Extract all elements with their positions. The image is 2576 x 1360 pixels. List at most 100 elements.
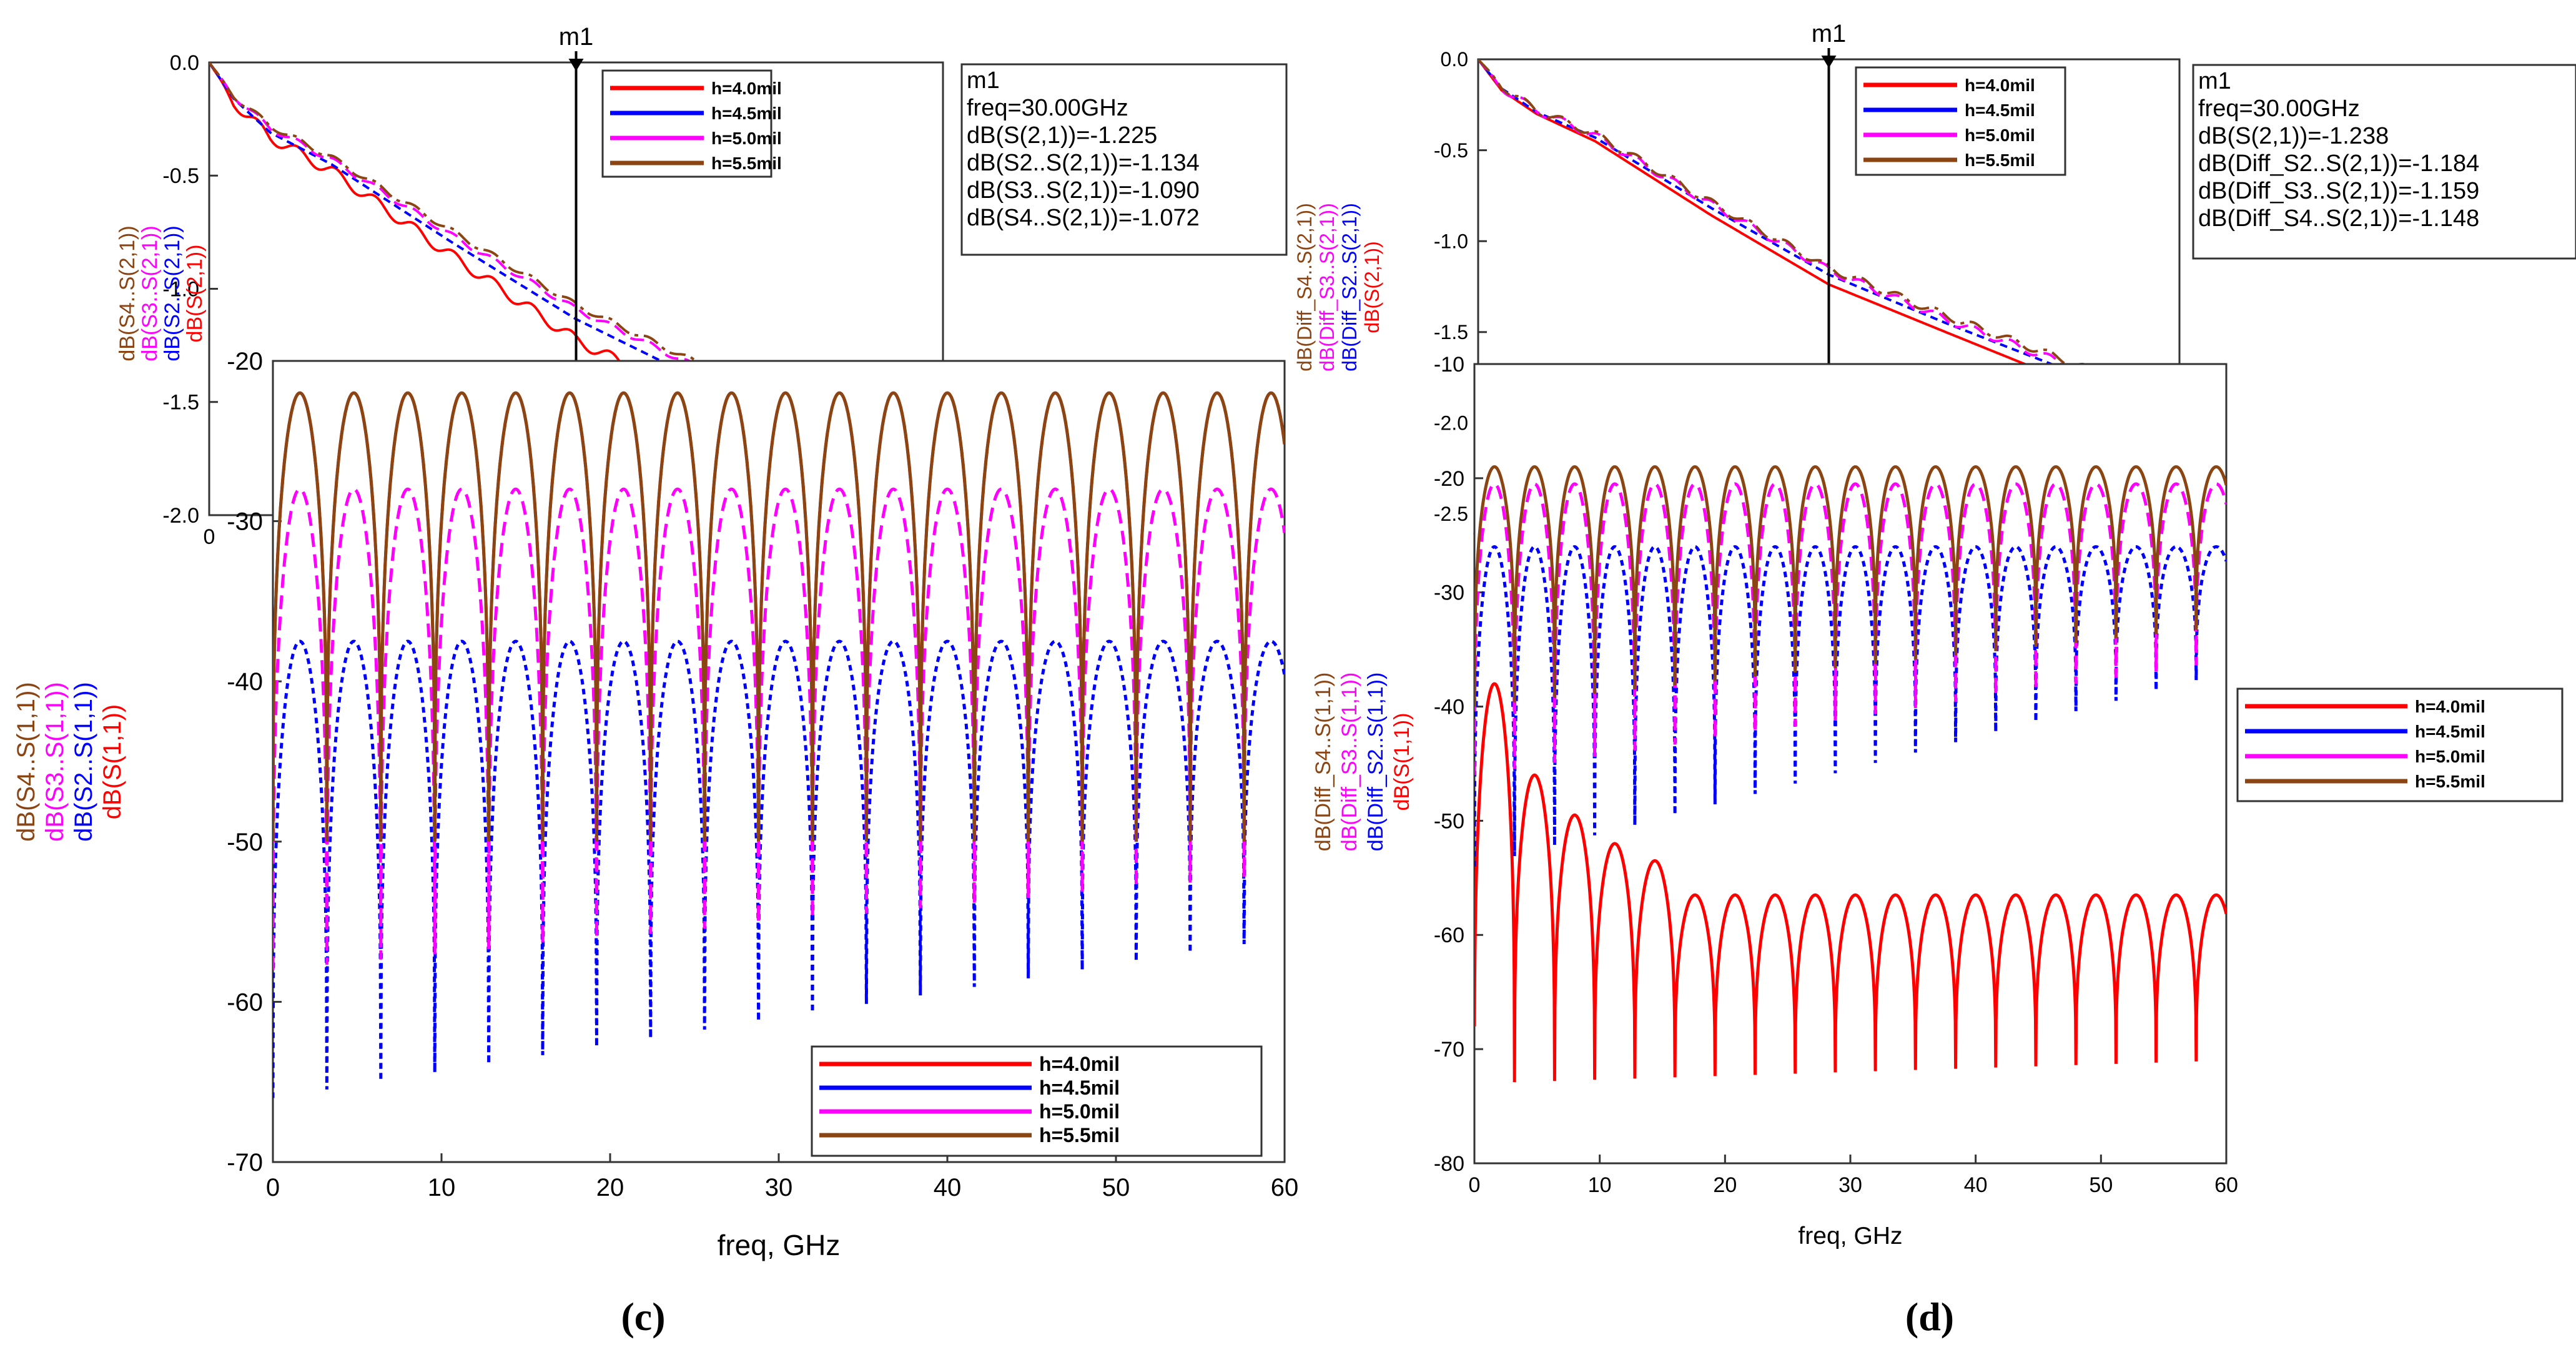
y-tick-label: -40: [1434, 695, 1464, 719]
x-tick-label: 60: [1271, 1174, 1299, 1201]
y-tick-label: -10: [1434, 353, 1464, 377]
plot-frame: [272, 360, 1286, 1163]
y-axis-label: dB(S(2,1)): [1361, 241, 1383, 333]
y-tick-label: -20: [227, 348, 263, 375]
y-axis-label: dB(S2..S(1,1)): [70, 682, 97, 842]
legend-label: h=5.5mil: [711, 154, 782, 173]
y-tick-label: -2.5: [1434, 503, 1468, 525]
x-tick-label: 20: [1713, 1173, 1737, 1197]
y-axis-label: dB(Diff_S2..S(2,1)): [1338, 203, 1361, 372]
x-tick-label: 30: [765, 1174, 793, 1201]
y-tick-label: -30: [227, 508, 263, 536]
x-tick-label: 40: [1964, 1173, 1988, 1197]
legend-label: h=5.5mil: [1039, 1124, 1120, 1146]
y-axis-label: dB(Diff_S4..S(1,1)): [1311, 673, 1335, 852]
marker-readout-box: [2192, 64, 2576, 260]
legend-label: h=4.5mil: [711, 104, 782, 123]
plot-area: [1474, 465, 2226, 1083]
series-line-h=5.0mil: [209, 62, 943, 474]
y-tick-label: -70: [227, 1149, 263, 1176]
legend-label: h=5.0mil: [1039, 1100, 1120, 1123]
marker-top-triangle: [1821, 56, 1837, 68]
y-tick-label: -50: [227, 829, 263, 856]
marker-name: m1: [559, 23, 594, 51]
panel-d: 0 10 20 30 40 50 60 -10 -20 -30 -40 -50 -60 -70 -80 fre…: [1311, 353, 2564, 1339]
y-axis-label: dB(Diff_S2..S(1,1)): [1364, 673, 1388, 852]
y-tick-label: -20: [1434, 467, 1464, 491]
marker-readout-line: m1: [2198, 68, 2231, 94]
marker-readout-box: [960, 63, 1288, 256]
y-axis-label: dB(Diff_S3..S(2,1)): [1316, 203, 1338, 372]
marker-readout-line: dB(S3..S(2,1))=-1.090: [967, 177, 1200, 204]
y-axis-label: dB(Diff_S3..S(1,1)): [1338, 673, 1361, 852]
marker-readout-line: dB(Diff_S4..S(2,1))=-1.148: [2198, 205, 2479, 232]
series-line-h=4.5mil: [273, 639, 1285, 1098]
series-line-h=5.0mil: [273, 487, 1285, 970]
y-tick-label: -50: [1434, 809, 1464, 833]
legend-label: h=5.5mil: [2415, 772, 2485, 791]
marker-readout-line: dB(Diff_S3..S(2,1))=-1.159: [2198, 178, 2479, 204]
y-tick-label: 0.0: [1441, 48, 1468, 71]
plot-area: [273, 391, 1285, 1098]
marker-readout-line: dB(S(2,1))=-1.238: [2198, 123, 2389, 149]
plot-frame: [1473, 363, 2228, 1165]
legend-label: h=5.5mil: [1965, 150, 2035, 170]
y-tick-label: -1.0: [1434, 230, 1468, 252]
legend-label: h=4.0mil: [1039, 1053, 1120, 1075]
panel-caption: (d): [1905, 1294, 1954, 1339]
y-axis-label: dB(S4..S(2,1)): [116, 225, 139, 361]
y-tick-label: -1.5: [162, 391, 199, 415]
y-tick-label: -60: [227, 988, 263, 1016]
y-axis-label: dB(Diff_S4..S(2,1)): [1293, 203, 1316, 372]
panel-caption: (c): [621, 1294, 665, 1339]
marker-readout-line: dB(S2..S(2,1))=-1.134: [967, 150, 1200, 176]
legend-label: h=4.0mil: [711, 79, 782, 98]
marker-readout-line: dB(S4..S(2,1))=-1.072: [967, 205, 1200, 231]
x-tick-label: 30: [1838, 1173, 1862, 1197]
y-tick-label: 0.0: [170, 51, 199, 75]
x-tick-label: 40: [934, 1174, 962, 1201]
y-tick-label: -60: [1434, 924, 1464, 947]
marker-name: m1: [1812, 20, 1847, 47]
legend-label: h=4.5mil: [1965, 101, 2035, 120]
x-tick-label: 0: [204, 525, 215, 549]
series-line-h=5.0mil: [1474, 482, 2226, 776]
marker-readout-line: freq=30.00GHz: [2198, 96, 2360, 122]
x-tick-label: 0: [1469, 1173, 1481, 1197]
x-tick-label: 10: [428, 1174, 456, 1201]
y-axis-label: dB(S3..S(2,1)): [138, 225, 162, 361]
marker-readout-line: dB(Diff_S2..S(2,1))=-1.184: [2198, 150, 2479, 177]
x-tick-label: 60: [2214, 1173, 2238, 1197]
y-axis-label: dB(S4..S(1,1)): [12, 682, 40, 842]
series-line-h=4.5mil: [1474, 545, 2226, 867]
y-axis-label: dB(S(1,1)): [1390, 713, 1414, 811]
legend-label: h=4.5mil: [2415, 722, 2485, 741]
x-tick-label: 50: [1102, 1174, 1130, 1201]
panel-c: 0 10 20 30 40 50 60 -20 -30 -40 -50 -60 -70 freq, GHz…: [12, 348, 1298, 1339]
x-axis-label: freq, GHz: [718, 1229, 841, 1261]
legend-label: h=4.0mil: [1965, 76, 2035, 95]
y-tick-label: -80: [1434, 1152, 1464, 1176]
y-axis-label: dB(S2..S(2,1)): [160, 225, 184, 361]
x-tick-label: 50: [2089, 1173, 2113, 1197]
marker-readout-line: freq=30.00GHz: [967, 95, 1128, 121]
x-tick-label: 0: [266, 1174, 280, 1201]
y-axis-label: dB(S(1,1)): [99, 704, 126, 820]
y-tick-label: -1.5: [1434, 321, 1468, 343]
marker-top-triangle: [568, 59, 584, 71]
legend-label: h=5.0mil: [1965, 126, 2035, 145]
legend-box: [1855, 66, 2066, 176]
y-tick-label: -0.5: [162, 164, 199, 188]
series-line-h=5.5mil: [1474, 465, 2226, 707]
y-tick-label: -2.0: [1434, 412, 1468, 435]
series-line-h=4.0mil: [1474, 682, 2226, 1083]
legend-label: h=5.0mil: [711, 129, 782, 148]
x-tick-label: 20: [596, 1174, 624, 1201]
legend-label: h=5.0mil: [2415, 747, 2485, 766]
legend-label: h=4.0mil: [2415, 697, 2485, 716]
x-tick-label: 10: [1588, 1173, 1612, 1197]
y-axis-label: dB(S(2,1)): [183, 245, 207, 343]
y-tick-label: -0.5: [1434, 139, 1468, 162]
marker-readout-line: dB(S(2,1))=-1.225: [967, 122, 1157, 149]
